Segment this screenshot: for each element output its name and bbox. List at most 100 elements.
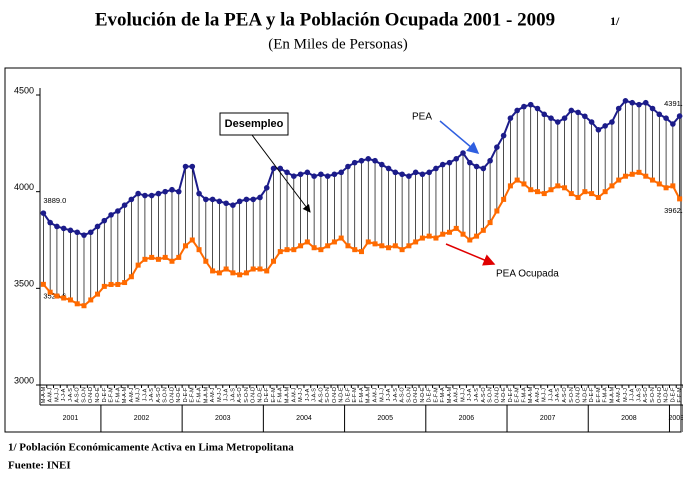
marker xyxy=(128,274,134,280)
marker xyxy=(446,229,452,235)
x-tick-label: A-S-O xyxy=(318,387,324,403)
x-tick-label: N-D-E xyxy=(95,387,101,403)
marker xyxy=(527,101,534,108)
marker xyxy=(656,111,663,118)
marker xyxy=(392,169,399,176)
marker xyxy=(176,254,182,260)
marker xyxy=(433,235,439,241)
marker xyxy=(663,115,669,121)
group-label: 2006 xyxy=(459,415,475,422)
marker xyxy=(121,202,128,208)
x-tick-label: J-J-A xyxy=(61,388,67,401)
marker xyxy=(642,99,649,106)
x-tick-label: S-O-N xyxy=(569,387,575,403)
x-tick-label: J-J-A xyxy=(224,388,230,401)
x-tick-label: E-F-M xyxy=(596,387,602,403)
x-tick-label: D-E-F xyxy=(589,387,595,402)
x-tick-label: D-E-F xyxy=(264,387,270,402)
x-tick-label: A-M-J xyxy=(129,387,135,402)
marker xyxy=(588,119,595,125)
source: Fuente: INEI xyxy=(8,460,71,472)
marker xyxy=(419,235,425,241)
marker xyxy=(87,229,94,236)
x-tick-label: J-A-S xyxy=(68,388,74,402)
x-tick-label: M-J-J xyxy=(460,388,466,402)
x-tick-label: N-D-E xyxy=(339,387,345,403)
marker xyxy=(277,249,283,255)
x-tick-label: O-N-D xyxy=(332,387,338,403)
y-tick-label: 4000 xyxy=(14,182,34,192)
marker xyxy=(318,171,324,178)
x-tick-label: O-N-D xyxy=(251,387,257,403)
marker xyxy=(270,165,277,172)
marker xyxy=(528,187,534,193)
x-tick-label: J-J-A xyxy=(386,388,392,401)
x-tick-label: M-J-J xyxy=(379,388,385,402)
marker xyxy=(209,196,216,203)
marker xyxy=(149,254,155,260)
annotation-arrow xyxy=(251,134,311,213)
marker xyxy=(236,198,243,205)
marker xyxy=(365,239,371,245)
x-tick-label: A-S-O xyxy=(156,387,162,403)
marker xyxy=(487,157,493,164)
marker xyxy=(399,247,405,253)
marker xyxy=(575,194,581,200)
marker xyxy=(304,239,310,245)
marker xyxy=(358,157,365,164)
x-tick-label: A-S-O xyxy=(75,387,81,403)
x-tick-label: M-A-M xyxy=(285,386,291,403)
marker xyxy=(88,297,94,303)
marker xyxy=(101,283,107,289)
x-tick-label: M-J-J xyxy=(54,388,60,402)
marker xyxy=(95,291,101,297)
x-tick-label: M-J-J xyxy=(217,388,223,402)
x-tick-label: D-E-F xyxy=(183,387,189,402)
x-tick-label: A-S-O xyxy=(643,387,649,403)
marker xyxy=(155,190,162,197)
x-tick-label: M-A-M xyxy=(528,386,534,403)
marker xyxy=(74,229,81,236)
marker xyxy=(521,103,527,110)
marker xyxy=(386,245,392,251)
x-tick-label: D-E-F xyxy=(670,387,676,402)
x-tick-label: O-N-D xyxy=(88,387,94,403)
marker xyxy=(162,254,168,260)
x-tick-label: O-N-D xyxy=(413,387,419,403)
y-tick-label: 3000 xyxy=(14,375,34,385)
marker xyxy=(230,202,236,208)
marker xyxy=(663,185,669,191)
marker xyxy=(413,239,419,245)
marker xyxy=(379,243,385,249)
marker xyxy=(216,198,223,205)
marker xyxy=(108,281,114,287)
marker xyxy=(636,169,642,175)
marker xyxy=(426,233,432,239)
x-tick-label: F-M-A xyxy=(521,387,527,403)
marker xyxy=(615,105,622,112)
marker xyxy=(406,173,412,179)
marker xyxy=(487,220,493,226)
x-tick-label: S-O-N xyxy=(244,387,250,403)
marker xyxy=(575,109,581,116)
chart-subtitle: (En Miles de Personas) xyxy=(268,36,408,52)
marker xyxy=(494,208,500,214)
group-label: 2008 xyxy=(621,415,637,422)
marker xyxy=(501,196,507,202)
marker xyxy=(135,190,141,197)
marker xyxy=(507,183,513,189)
marker xyxy=(298,243,304,249)
x-tick-label: M-J-J xyxy=(298,388,304,402)
x-tick-label: F-M-A xyxy=(278,387,284,403)
group-label: 2007 xyxy=(540,415,556,422)
marker xyxy=(264,268,270,274)
marker xyxy=(460,150,466,156)
marker xyxy=(541,111,548,118)
x-tick-label: A-M-J xyxy=(210,387,216,402)
marker xyxy=(351,159,358,166)
x-tick-label: J-A-S xyxy=(312,388,318,402)
marker xyxy=(54,223,60,230)
x-tick-label: N-D-E xyxy=(257,387,263,403)
marker xyxy=(643,173,649,179)
